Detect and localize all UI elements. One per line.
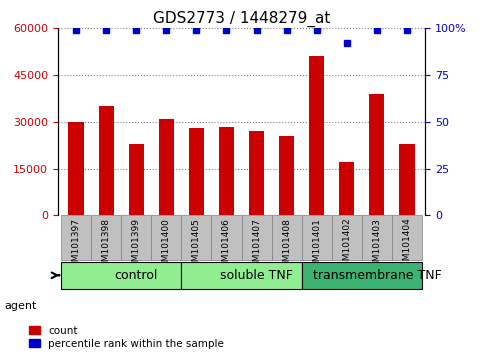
Text: GSM101408: GSM101408 — [282, 218, 291, 273]
Text: agent: agent — [5, 301, 37, 311]
FancyBboxPatch shape — [332, 216, 362, 260]
Text: GSM101399: GSM101399 — [132, 218, 141, 273]
Bar — [399, 144, 414, 216]
FancyBboxPatch shape — [61, 216, 91, 260]
FancyBboxPatch shape — [362, 216, 392, 260]
FancyBboxPatch shape — [151, 216, 181, 260]
Text: GSM101407: GSM101407 — [252, 218, 261, 273]
Text: GSM101397: GSM101397 — [71, 218, 81, 273]
Text: GSM101398: GSM101398 — [101, 218, 111, 273]
Text: transmembrane TNF: transmembrane TNF — [313, 269, 441, 282]
FancyBboxPatch shape — [181, 216, 212, 260]
Bar — [128, 144, 144, 216]
Bar — [159, 119, 174, 216]
Text: soluble TNF: soluble TNF — [220, 269, 293, 282]
Bar — [99, 106, 114, 216]
Text: GSM101400: GSM101400 — [162, 218, 171, 273]
FancyBboxPatch shape — [212, 216, 242, 260]
Text: GSM101405: GSM101405 — [192, 218, 201, 273]
Text: GSM101403: GSM101403 — [372, 218, 382, 273]
Text: GSM101404: GSM101404 — [402, 218, 412, 273]
Bar — [249, 131, 264, 216]
FancyBboxPatch shape — [271, 216, 302, 260]
FancyBboxPatch shape — [181, 262, 302, 289]
Title: GDS2773 / 1448279_at: GDS2773 / 1448279_at — [153, 11, 330, 27]
Text: GSM101406: GSM101406 — [222, 218, 231, 273]
Bar — [309, 56, 324, 216]
Bar — [219, 126, 234, 216]
Bar — [69, 122, 84, 216]
Text: GSM101401: GSM101401 — [312, 218, 321, 273]
FancyBboxPatch shape — [302, 262, 422, 289]
FancyBboxPatch shape — [121, 216, 151, 260]
FancyBboxPatch shape — [302, 216, 332, 260]
FancyBboxPatch shape — [242, 216, 271, 260]
Bar — [279, 136, 294, 216]
Legend: count, percentile rank within the sample: count, percentile rank within the sample — [29, 326, 224, 349]
Text: GSM101402: GSM101402 — [342, 218, 351, 273]
Bar — [369, 94, 384, 216]
FancyBboxPatch shape — [61, 262, 181, 289]
Text: control: control — [114, 269, 158, 282]
Bar — [189, 128, 204, 216]
FancyBboxPatch shape — [91, 216, 121, 260]
Bar — [339, 162, 355, 216]
FancyBboxPatch shape — [392, 216, 422, 260]
